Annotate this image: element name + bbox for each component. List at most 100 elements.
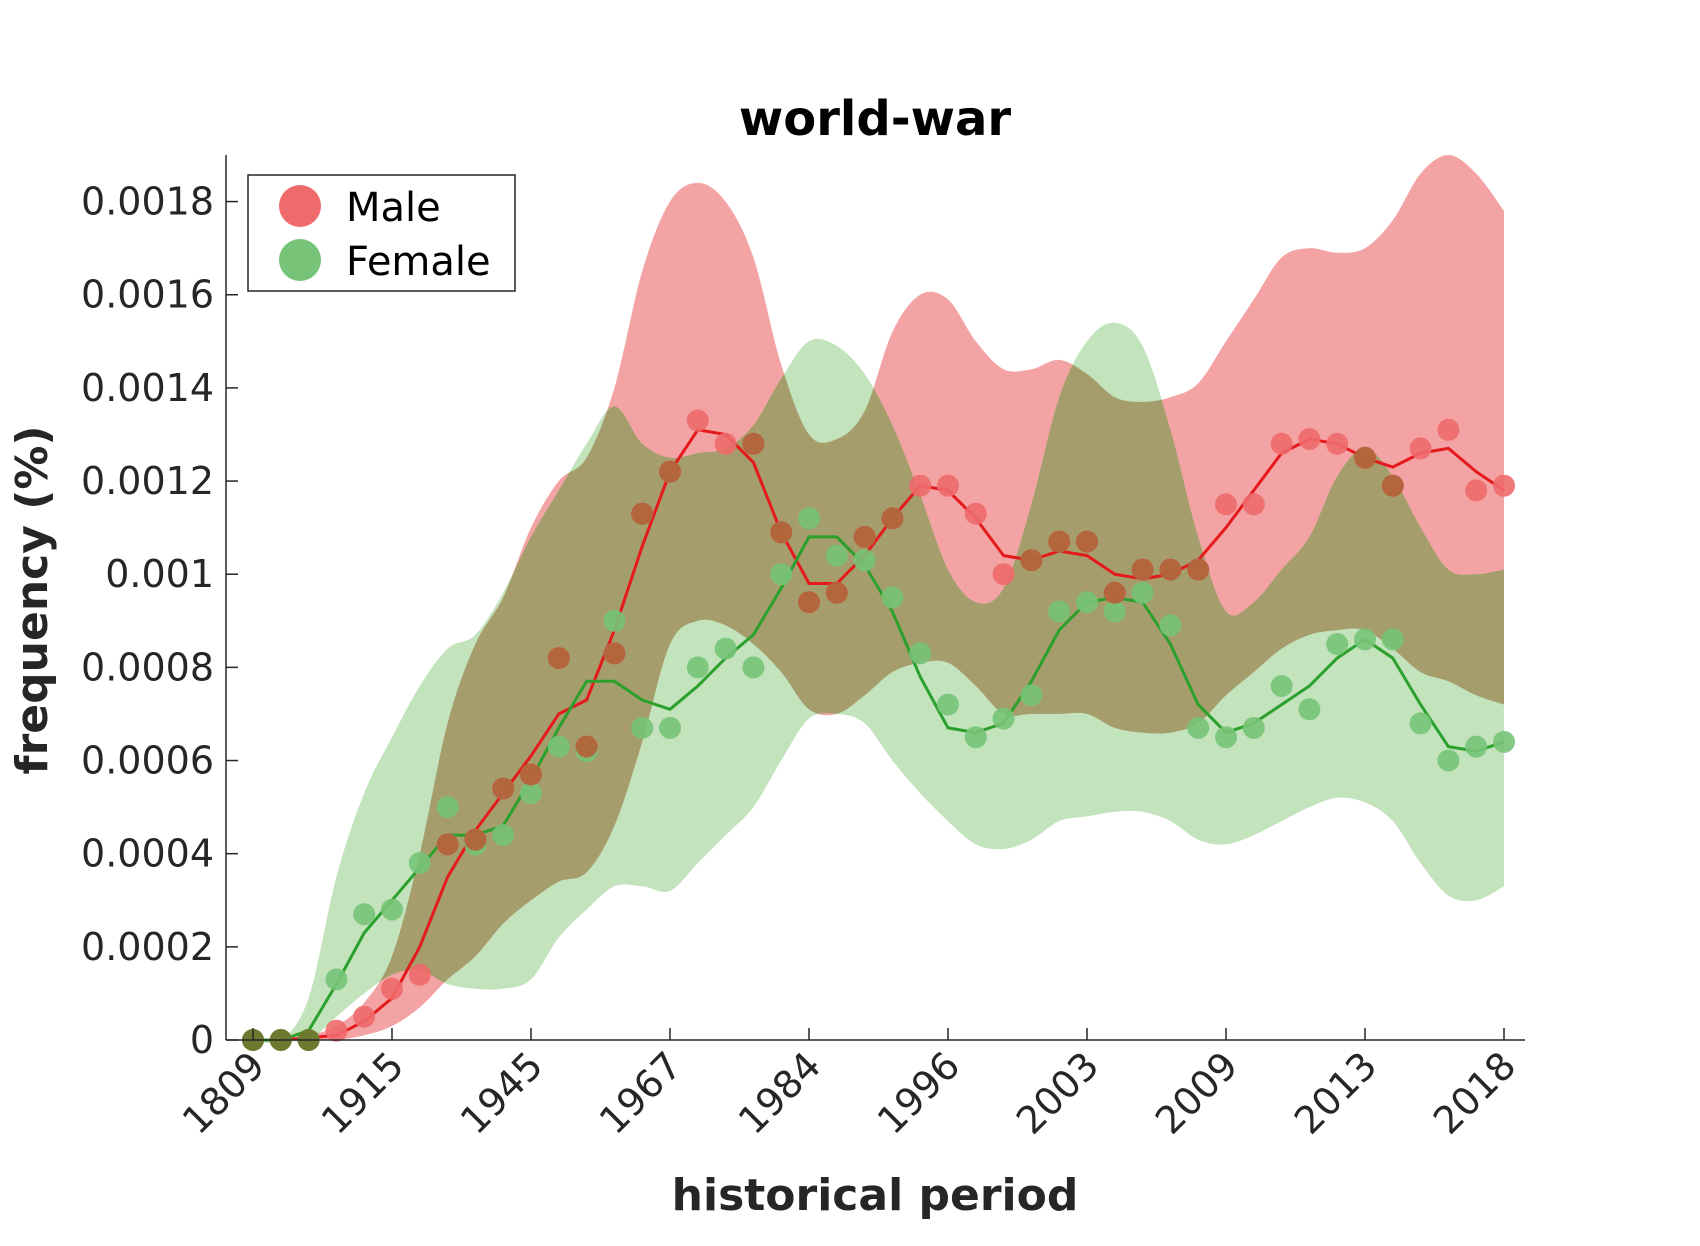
data-point-female <box>881 586 904 609</box>
data-point-female <box>1159 614 1182 637</box>
data-point-male <box>1437 418 1460 441</box>
data-point-male-overlap <box>603 642 626 665</box>
data-point-male <box>325 1019 348 1042</box>
data-point-male-overlap <box>575 735 598 758</box>
data-point-male-overlap <box>1020 549 1043 572</box>
data-point-male <box>1326 432 1349 455</box>
y-tick-label: 0.0016 <box>81 273 214 317</box>
y-tick-label: 0.001 <box>105 552 214 596</box>
data-point-female <box>1270 675 1293 697</box>
data-point-male <box>1298 428 1321 451</box>
data-point-female <box>659 716 681 739</box>
data-point-male <box>937 474 959 497</box>
data-point-male-overlap <box>1103 581 1126 604</box>
data-point-male-overlap <box>825 581 848 604</box>
data-point-female <box>520 782 542 805</box>
y-tick-label: 0.0018 <box>81 180 214 224</box>
data-point-male-overlap <box>881 507 904 530</box>
data-point-male-overlap <box>798 591 820 614</box>
legend-marker-female <box>279 239 321 281</box>
y-tick-label: 0.0004 <box>81 832 214 876</box>
data-point-male <box>1270 432 1293 455</box>
data-point-female <box>408 852 431 874</box>
data-point-female <box>436 796 459 819</box>
data-point-male-overlap <box>1381 474 1404 497</box>
data-point-male <box>714 432 737 455</box>
data-point-female <box>492 824 515 847</box>
data-point-male <box>1242 493 1265 516</box>
band-overlap-region <box>253 322 1504 1041</box>
legend-marker-male <box>279 185 321 227</box>
y-tick-label: 0.0006 <box>81 739 214 783</box>
data-point-female <box>1131 581 1154 604</box>
data-point-female <box>742 656 765 679</box>
data-point-female <box>1354 628 1376 651</box>
data-point-female <box>1103 600 1126 623</box>
data-point-female <box>909 642 932 665</box>
data-point-male-overlap <box>1159 558 1182 581</box>
data-point-female <box>686 656 709 679</box>
y-axis-label: frequency (%) <box>7 425 58 774</box>
data-point-male-overlap <box>1131 558 1154 581</box>
data-point-male-overlap <box>1354 446 1376 469</box>
data-point-male <box>1215 493 1237 516</box>
data-point-male-overlap <box>1048 530 1071 553</box>
data-point-female <box>381 898 403 921</box>
data-point-female <box>853 549 876 572</box>
data-point-female <box>631 716 654 739</box>
legend-label-male: Male <box>346 185 441 231</box>
data-point-female <box>1409 712 1432 735</box>
x-axis-label: historical period <box>672 1170 1079 1221</box>
data-point-female <box>1076 591 1098 614</box>
data-point-female <box>937 693 959 716</box>
data-point-male-overlap <box>659 460 681 483</box>
data-point-female <box>1465 735 1488 758</box>
plot-area <box>242 155 1515 1051</box>
data-point-female <box>825 544 848 567</box>
data-point-male <box>964 502 987 525</box>
data-point-female <box>798 507 820 530</box>
data-point-female <box>1242 716 1265 739</box>
data-point-male <box>381 977 403 1000</box>
data-point-female <box>353 903 376 926</box>
chart-title: world-war <box>739 91 1011 147</box>
data-point-female <box>1020 684 1043 707</box>
y-tick-label: 0.0002 <box>81 925 214 969</box>
data-point-male <box>686 409 709 432</box>
legend: Male Female <box>247 174 516 292</box>
data-point-male-overlap <box>1187 558 1210 581</box>
data-point-male-overlap <box>770 521 793 544</box>
data-point-male-overlap <box>631 502 654 525</box>
data-point-male <box>992 563 1015 586</box>
y-tick-label: 0.0014 <box>81 366 214 410</box>
data-point-male-overlap <box>742 432 765 455</box>
data-point-male <box>1493 474 1515 497</box>
data-point-female <box>992 707 1015 730</box>
data-point-female <box>714 637 737 660</box>
data-point-female <box>547 735 570 758</box>
data-point-male <box>1465 479 1488 502</box>
data-point-female <box>1187 716 1210 739</box>
data-point-female <box>603 609 626 632</box>
data-point-female <box>1493 730 1515 753</box>
data-point-male-overlap <box>492 777 515 800</box>
data-point-female <box>1437 749 1460 772</box>
data-point-male-overlap <box>464 828 487 851</box>
data-point-male-overlap <box>520 763 542 786</box>
data-point-male <box>909 474 932 497</box>
data-point-female <box>964 726 987 749</box>
data-point-female <box>1381 628 1404 651</box>
data-point-female <box>1326 633 1349 656</box>
data-point-female <box>325 968 348 991</box>
data-point-male-overlap <box>853 525 876 548</box>
data-point-male <box>1409 437 1432 460</box>
legend-label-female: Female <box>346 239 491 285</box>
data-point-male-overlap <box>436 833 459 856</box>
data-point-male <box>408 963 431 986</box>
y-tick-label: 0.0012 <box>81 459 214 503</box>
trend-line-male <box>253 428 1505 1042</box>
data-point-male <box>353 1005 376 1028</box>
data-point-male-overlap <box>1076 530 1098 553</box>
data-point-female <box>1048 600 1071 623</box>
